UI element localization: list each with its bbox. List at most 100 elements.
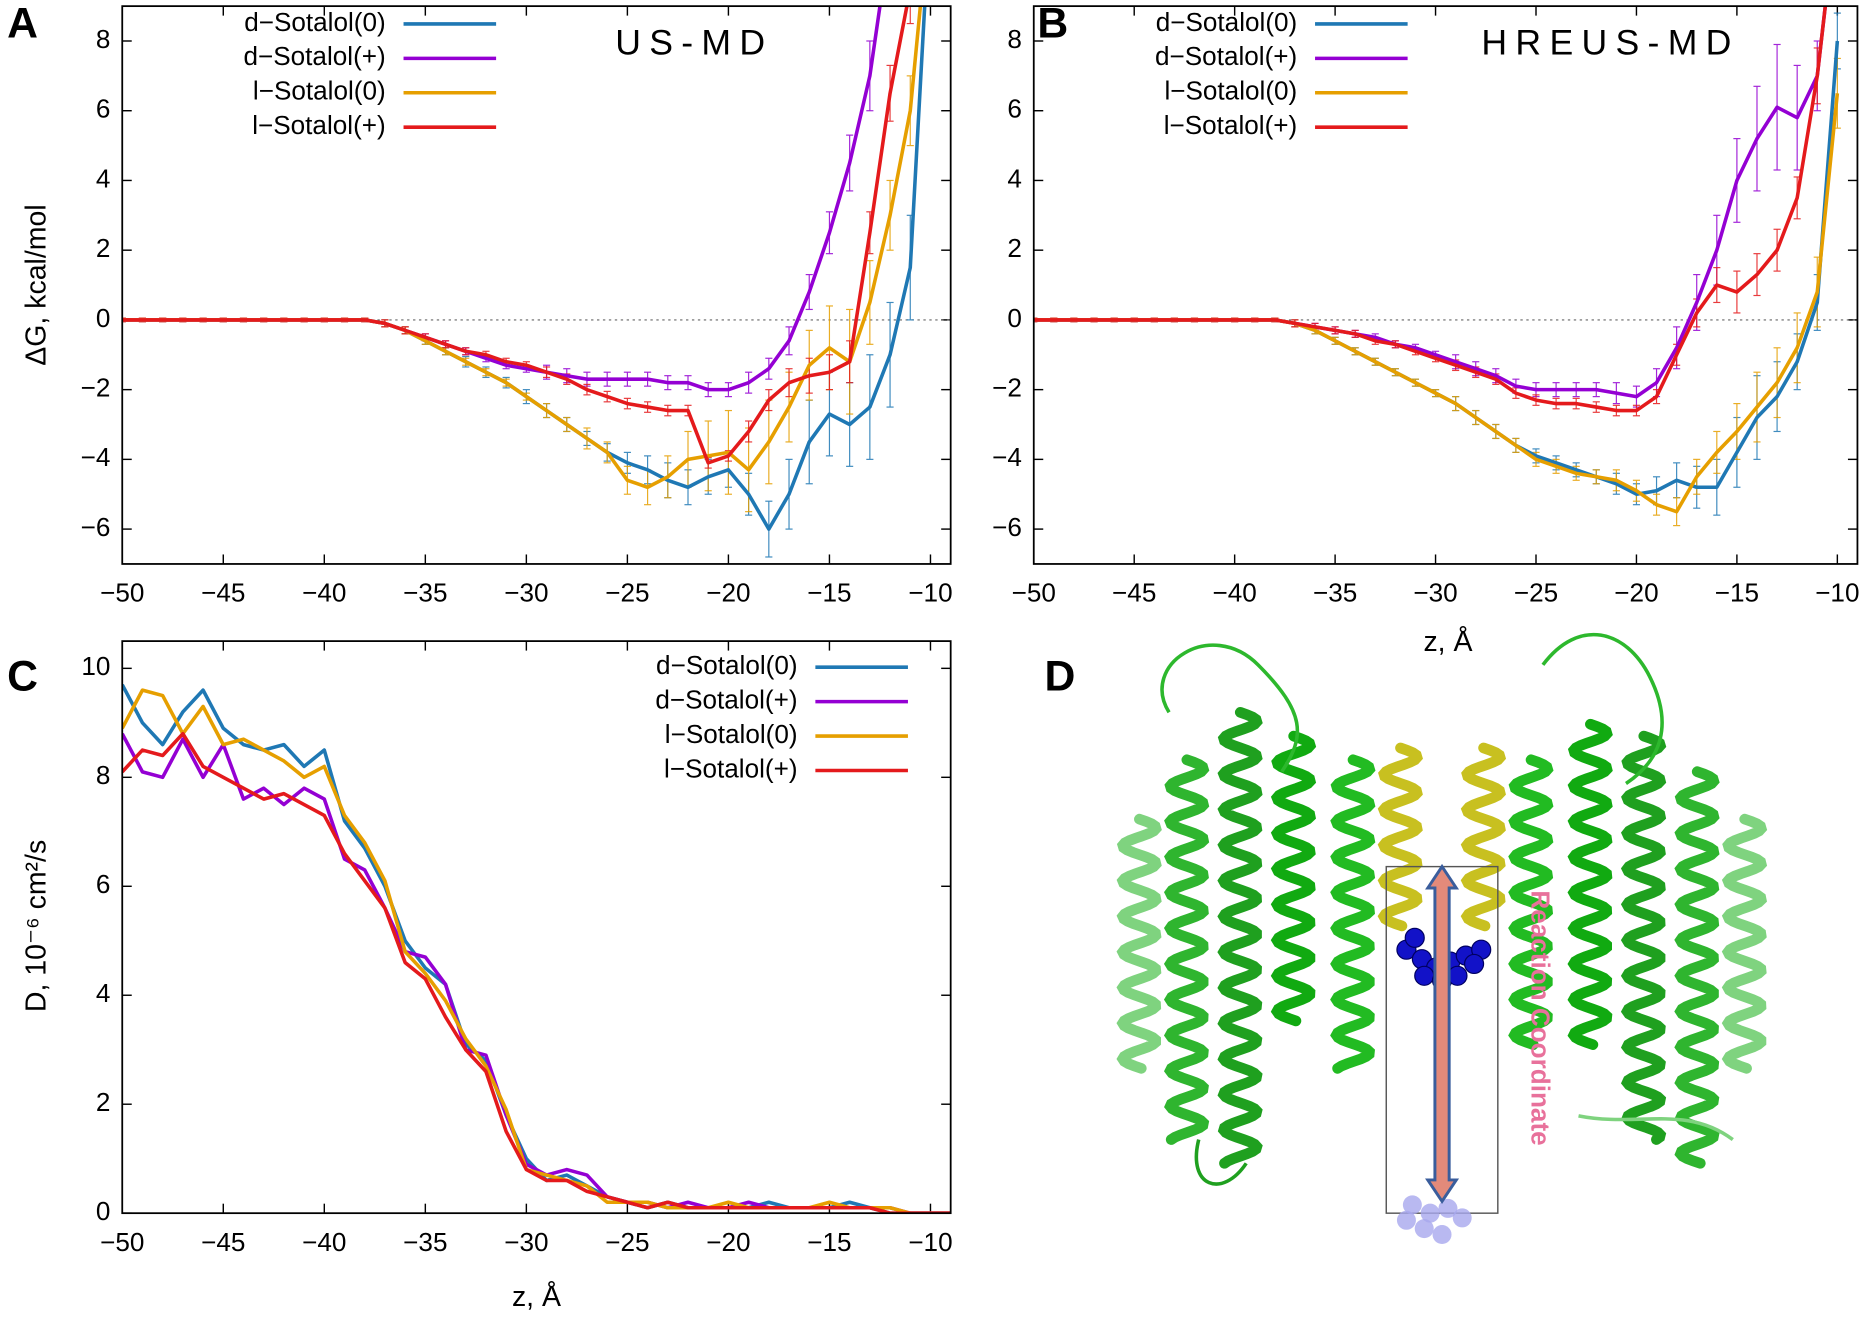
plot-area — [122, 6, 927, 558]
x-tick-label: −25 — [605, 578, 649, 608]
series-line — [122, 6, 909, 465]
panel-letter: A — [7, 0, 38, 48]
y-tick-label: −6 — [992, 512, 1022, 542]
y-tick-label: −4 — [81, 442, 111, 472]
y-tick-label: 6 — [1007, 94, 1022, 124]
x-tick-label: −15 — [1715, 578, 1759, 608]
legend-label: l−Sotalol(0) — [665, 719, 798, 749]
y-tick-label: 4 — [96, 163, 111, 193]
x-tick-label: −10 — [1815, 578, 1859, 608]
y-tick-label: 2 — [96, 233, 111, 263]
atom — [1452, 1208, 1472, 1228]
y-tick-label: 2 — [96, 1087, 111, 1117]
legend-label: d−Sotalol(0) — [656, 650, 798, 680]
x-axis-label: z, Å — [1423, 626, 1472, 658]
y-tick-label: 6 — [96, 94, 111, 124]
helix — [1217, 706, 1263, 1169]
y-tick-label: 0 — [96, 1196, 111, 1226]
legend-label: l−Sotalol(0) — [1164, 76, 1297, 106]
legend-label: d−Sotalol(0) — [244, 7, 386, 37]
x-tick-label: −40 — [302, 578, 346, 608]
panel-letter: C — [7, 652, 38, 700]
plot-frame — [121, 5, 952, 565]
legend-label: d−Sotalol(+) — [243, 41, 385, 71]
chart-title: US-MD — [615, 23, 773, 63]
y-tick-label: 8 — [96, 24, 111, 54]
atom — [1404, 927, 1425, 948]
atom — [1432, 1225, 1452, 1245]
loop — [1194, 1139, 1248, 1186]
helix — [1721, 813, 1768, 1074]
atom — [1396, 1210, 1416, 1230]
helix — [1116, 813, 1162, 1074]
legend-label: l−Sotalol(+) — [1164, 110, 1298, 140]
loop — [1578, 1114, 1734, 1142]
x-tick-label: −50 — [1012, 578, 1056, 608]
y-tick-label: −4 — [992, 442, 1022, 472]
x-axis-label: z, Å — [512, 1281, 561, 1313]
x-tick-label: −20 — [706, 1227, 750, 1257]
reaction-coordinate-label: Reaction Coordinate — [1525, 890, 1555, 1145]
y-tick-label: 8 — [96, 760, 111, 790]
legend-label: l−Sotalol(0) — [253, 76, 386, 106]
helix — [1508, 754, 1554, 1050]
x-tick-label: −20 — [706, 578, 750, 608]
x-tick-label: −10 — [908, 1227, 952, 1257]
helix — [1460, 742, 1507, 932]
x-tick-label: −25 — [605, 1227, 649, 1257]
panel-letter: D — [1044, 652, 1075, 700]
y-tick-label: 8 — [1007, 24, 1022, 54]
helix — [1270, 730, 1317, 1027]
helix — [1674, 766, 1720, 1169]
y-tick-label: 4 — [96, 978, 111, 1008]
protein-structure — [1116, 632, 1768, 1186]
x-tick-label: −15 — [807, 1227, 851, 1257]
loop — [1541, 632, 1664, 786]
legend-label: l−Sotalol(+) — [664, 753, 798, 783]
x-tick-label: −50 — [100, 578, 144, 608]
plot-area — [1033, 6, 1841, 527]
y-tick-label: −6 — [81, 512, 111, 542]
y-axis-label: D, 10⁻⁶ cm²/s — [20, 840, 52, 1012]
series-line — [1033, 6, 1828, 413]
atom — [1414, 965, 1435, 986]
x-tick-label: −35 — [403, 1227, 447, 1257]
plot-frame — [121, 640, 952, 1215]
chart-title: HREUS-MD — [1481, 23, 1739, 63]
series-line — [122, 683, 951, 1214]
x-tick-label: −45 — [1112, 578, 1156, 608]
y-axis-label: ΔG, kcal/mol — [20, 204, 52, 365]
atom — [1447, 965, 1468, 986]
series-line — [122, 732, 951, 1214]
plot-frame — [1032, 5, 1859, 565]
legend-label: d−Sotalol(+) — [1155, 41, 1297, 71]
y-tick-label: 0 — [96, 303, 111, 333]
helix — [1377, 742, 1423, 932]
x-tick-label: −30 — [504, 1227, 548, 1257]
legend-label: d−Sotalol(0) — [1156, 7, 1298, 37]
atom — [1438, 1198, 1458, 1218]
helix — [1620, 730, 1667, 1145]
helix — [1330, 754, 1376, 1074]
x-tick-label: −20 — [1614, 578, 1658, 608]
plot-area — [122, 683, 951, 1214]
atom — [1414, 1219, 1434, 1239]
x-tick-label: −10 — [908, 578, 952, 608]
reaction-arrow — [1425, 863, 1460, 1204]
y-tick-label: 10 — [81, 651, 110, 681]
y-tick-label: 0 — [1007, 303, 1022, 333]
x-tick-label: −35 — [403, 578, 447, 608]
series-line — [122, 688, 951, 1214]
atom — [1420, 1203, 1440, 1223]
panel-letter: B — [1037, 0, 1068, 48]
helix — [1567, 718, 1613, 1050]
x-tick-label: −30 — [1413, 578, 1457, 608]
legend-label: l−Sotalol(+) — [252, 110, 386, 140]
y-tick-label: 4 — [1007, 163, 1022, 193]
loop — [1160, 643, 1300, 773]
x-tick-label: −45 — [201, 1227, 245, 1257]
x-tick-label: −35 — [1313, 578, 1357, 608]
legend-label: d−Sotalol(+) — [655, 685, 797, 715]
